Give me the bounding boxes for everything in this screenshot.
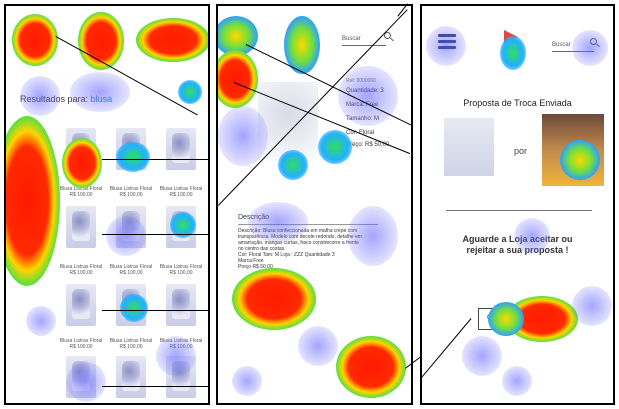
heatmap-hotspot xyxy=(12,14,58,66)
heatmap-hotspot xyxy=(232,366,262,396)
ok-button-label: Ok xyxy=(487,315,495,321)
product-label: Blusa Listras Floral R$ 100,00 xyxy=(59,264,103,276)
product-card[interactable] xyxy=(166,128,196,170)
results-label: Resultados para: xyxy=(20,94,89,104)
product-card[interactable] xyxy=(66,284,96,326)
description-title: Descrição xyxy=(238,214,270,221)
heatmap-hotspot xyxy=(462,336,502,376)
search-input[interactable]: Buscar xyxy=(552,42,594,52)
menu-icon[interactable] xyxy=(228,28,246,46)
offered-product-image xyxy=(444,118,494,176)
por-label: por xyxy=(514,146,528,156)
add-to-cart-button[interactable] xyxy=(238,290,300,310)
menu-icon[interactable] xyxy=(438,34,456,52)
trade-confirmation-screen: Buscar Proposta de Troca Enviada por Agu… xyxy=(420,4,615,405)
search-icon[interactable] xyxy=(384,32,391,39)
gaze-path-line xyxy=(102,310,208,311)
heatmap-hotspot xyxy=(136,18,208,62)
detail-ref: Ref: 0000000 xyxy=(346,78,377,84)
ok-button[interactable]: Ok xyxy=(478,308,570,330)
heatmap-hotspot xyxy=(298,326,338,366)
product-label: Blusa Listras Floral R$ 100,00 xyxy=(159,338,203,350)
heatmap-hotspot xyxy=(502,366,532,396)
product-card[interactable] xyxy=(116,128,146,170)
page-title: Proposta de Troca Enviada xyxy=(463,98,572,108)
product-card[interactable] xyxy=(116,284,146,326)
detail-quantity: Quantidade: 3 xyxy=(346,88,384,94)
logo-icon xyxy=(502,46,516,60)
product-label: Blusa Listras Floral R$ 100,00 xyxy=(159,264,203,276)
results-heading: Resultados para: blusa xyxy=(20,94,112,104)
product-label: Blusa Listras Floral R$ 100,00 xyxy=(59,338,103,350)
heatmap-hotspot xyxy=(218,50,258,108)
gaze-path-line xyxy=(102,234,208,235)
wait-message-line2: rejeitar a sua proposta ! xyxy=(466,245,569,255)
product-label: Blusa Listras Floral R$ 100,00 xyxy=(159,186,203,198)
requested-product-image xyxy=(542,114,604,186)
product-card[interactable] xyxy=(166,356,196,398)
gaze-path-line xyxy=(218,9,408,206)
search-placeholder: Buscar xyxy=(342,36,361,42)
gaze-path-line xyxy=(102,159,208,160)
product-card[interactable] xyxy=(66,206,96,248)
product-label: Blusa Listras Floral R$ 100,00 xyxy=(109,186,153,198)
logo-icon xyxy=(504,30,518,44)
heatmap-hotspot xyxy=(26,306,56,336)
gaze-path-line xyxy=(422,318,472,382)
product-detail-screen: Buscar Ref: 0000000 Quantidade: 3 Marca:… xyxy=(216,4,413,405)
heatmap-hotspot xyxy=(70,72,130,112)
search-input[interactable]: Buscar xyxy=(342,36,386,46)
heatmap-hotspot xyxy=(6,116,60,286)
product-card[interactable] xyxy=(116,356,146,398)
detail-size: Tamanho: M xyxy=(346,116,380,122)
product-label: Blusa Listras Floral R$ 100,00 xyxy=(59,186,103,198)
product-label: Blusa Listras Floral R$ 100,00 xyxy=(109,338,153,350)
wait-message-line1: Aguarde a Loja aceitar ou xyxy=(462,234,573,244)
heatmap-hotspot xyxy=(178,80,202,104)
product-card[interactable] xyxy=(166,284,196,326)
product-card[interactable] xyxy=(116,206,146,248)
product-label: Blusa Listras Floral R$ 100,00 xyxy=(109,264,153,276)
search-placeholder: Buscar xyxy=(552,42,571,48)
results-query: blusa xyxy=(90,94,113,104)
trade-button[interactable] xyxy=(342,356,402,378)
divider xyxy=(446,210,592,211)
description-divider xyxy=(238,224,378,225)
product-card[interactable] xyxy=(66,128,96,170)
product-image xyxy=(258,82,318,162)
gaze-path-line xyxy=(102,386,208,387)
product-card[interactable] xyxy=(166,206,196,248)
heatmap-hotspot xyxy=(572,286,612,326)
product-card[interactable] xyxy=(66,356,96,398)
results-screen: Resultados para: blusa Blusa Listras Flo… xyxy=(4,4,210,405)
search-icon[interactable] xyxy=(590,38,597,45)
detail-price: Preço: R$ 50,00 xyxy=(346,142,390,148)
